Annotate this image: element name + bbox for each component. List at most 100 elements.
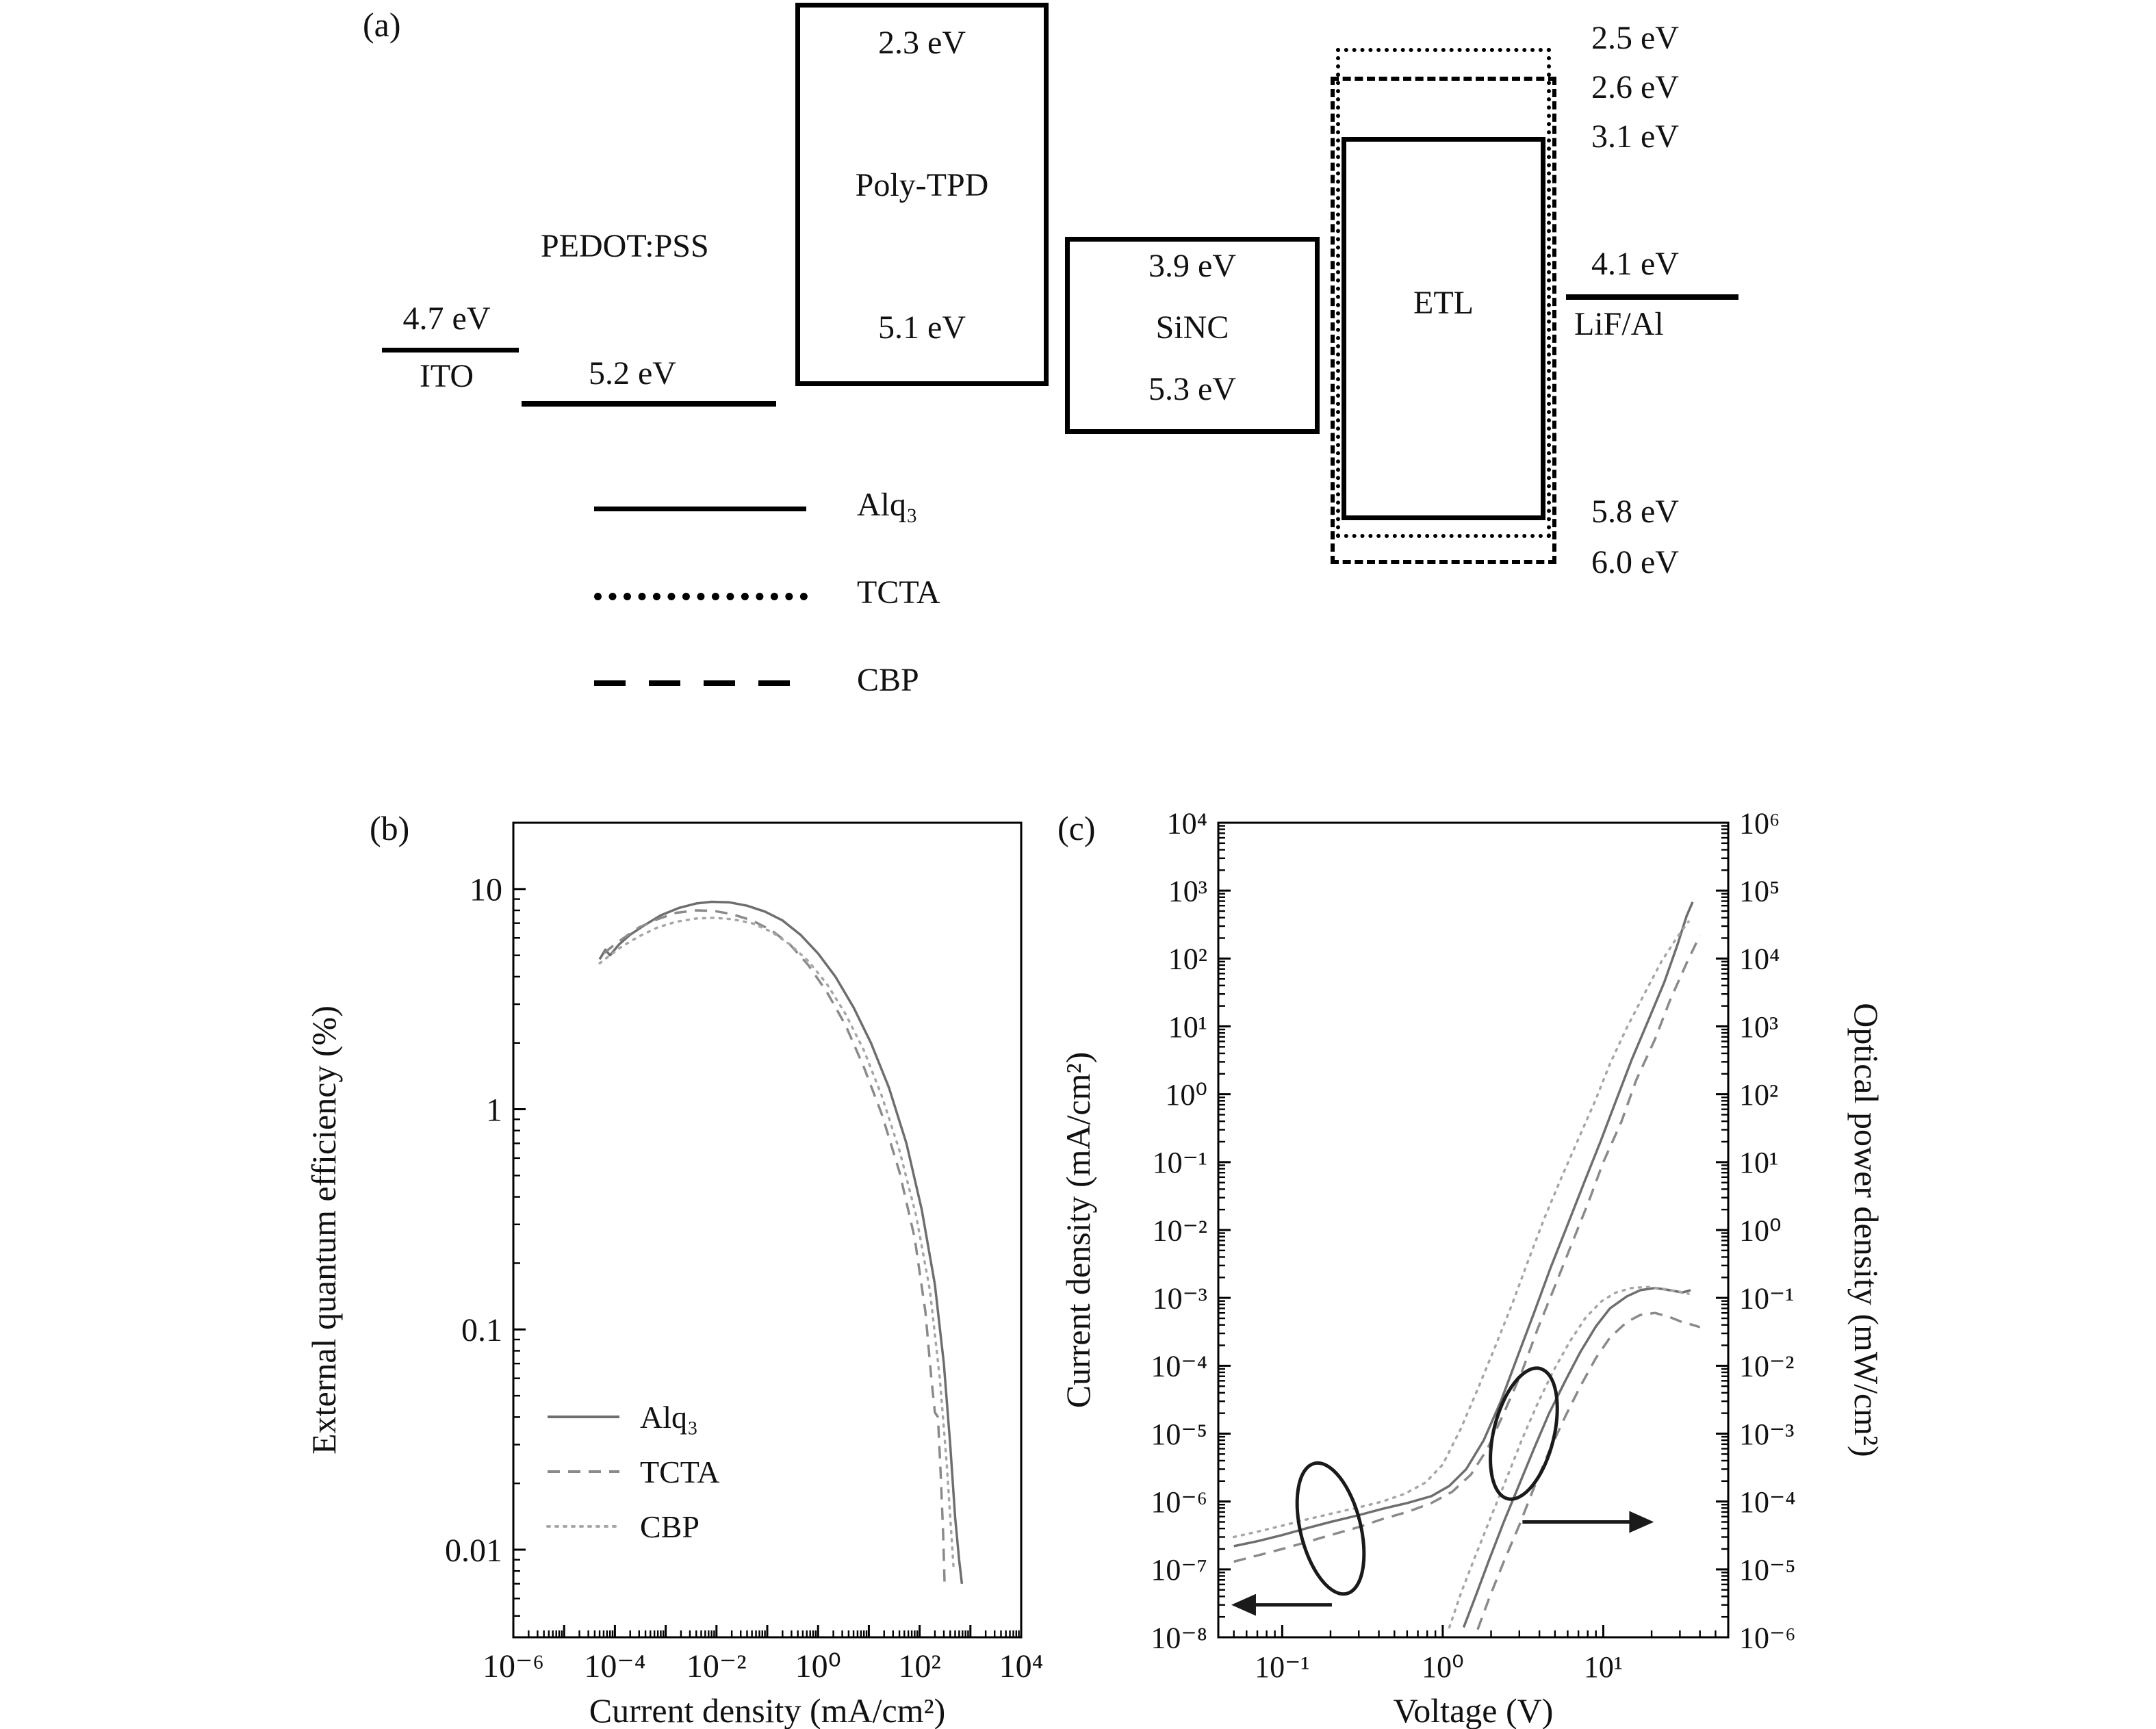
legend-label-tcta: TCTA	[857, 574, 940, 611]
ito-name-label: ITO	[419, 358, 474, 394]
poly-tpd-top-energy: 2.3 eV	[878, 25, 966, 61]
svg-text:10⁰: 10⁰	[1739, 1214, 1782, 1247]
pedot-energy-line	[522, 401, 776, 407]
svg-text:Voltage (V): Voltage (V)	[1394, 1691, 1554, 1729]
plot-b: 10⁻⁶ 10⁻⁴ 10⁻² 10⁰ 10² 10⁴0.010.1110Alq₃TCTAC…	[305, 821, 1044, 1729]
curve-cbp	[598, 917, 955, 1572]
poly-tpd-box: 2.3 eV Poly-TPD 5.1 eV	[795, 3, 1049, 386]
current-density-group-indicator	[1231, 1461, 1366, 1616]
svg-text:10⁻⁵: 10⁻⁵	[1739, 1553, 1796, 1587]
svg-text:10⁻⁷: 10⁻⁷	[1151, 1553, 1207, 1587]
svg-text:10⁻⁶: 10⁻⁶	[483, 1648, 544, 1685]
legend-line-solid	[594, 507, 806, 511]
legend-label: CBP	[640, 1509, 700, 1544]
svg-text:10⁻⁶: 10⁻⁶	[1739, 1621, 1796, 1654]
legend-label-alq3: Alq₃	[857, 487, 918, 523]
svg-text:10³: 10³	[1168, 875, 1207, 908]
svg-text:10⁻⁴: 10⁻⁴	[584, 1648, 645, 1685]
svg-text:10⁻⁶: 10⁻⁶	[1151, 1485, 1207, 1519]
svg-text:0.01: 0.01	[445, 1533, 502, 1569]
svg-text:10⁰: 10⁰	[1422, 1650, 1464, 1684]
svg-text:10⁻²: 10⁻²	[1739, 1350, 1794, 1383]
eqe-vs-current-density-chart: 10⁻⁶ 10⁻⁴ 10⁻² 10⁰ 10² 10⁴0.010.1110Alq₃TCTAC…	[305, 821, 1044, 1729]
energy-2-6: 2.6 eV	[1591, 69, 1679, 105]
axis-titles: Voltage (V) Current density (mA/cm²) Optic…	[1059, 1003, 1886, 1729]
ito-energy-line	[382, 348, 519, 353]
etl-name: ETL	[1413, 285, 1474, 321]
pedot-name-label: PEDOT:PSS	[541, 228, 709, 264]
curve-alq₃-optical-power	[1462, 1286, 1691, 1628]
curve-alq₃-current-density	[1233, 901, 1694, 1548]
lifal-energy-line	[1566, 294, 1738, 300]
sinc-bottom-energy: 5.3 eV	[1148, 371, 1236, 407]
svg-text:10⁶: 10⁶	[1739, 806, 1780, 840]
poly-tpd-name: Poly-TPD	[855, 167, 989, 203]
svg-text:10³: 10³	[1739, 1010, 1778, 1044]
svg-text:10⁻⁵: 10⁻⁵	[1151, 1418, 1207, 1451]
sinc-box: 3.9 eV SiNC 5.3 eV	[1065, 237, 1320, 434]
svg-text:10⁻¹: 10⁻¹	[1153, 1146, 1207, 1179]
svg-text:10⁻⁴: 10⁻⁴	[1151, 1350, 1207, 1383]
svg-text:10⁴: 10⁴	[1167, 806, 1207, 840]
svg-text:10⁻⁸: 10⁻⁸	[1151, 1621, 1207, 1654]
axis-titles: Current density (mA/cm²) External quantum…	[305, 1006, 945, 1729]
sinc-name: SiNC	[1155, 309, 1229, 346]
svg-text:1: 1	[486, 1092, 502, 1128]
left-arrow-icon	[1231, 1593, 1256, 1616]
legend-line-dashed	[594, 680, 808, 686]
lifal-energy-label: 4.1 eV	[1591, 246, 1679, 282]
poly-tpd-bottom-energy: 5.1 eV	[878, 309, 966, 346]
panel-a-label: (a)	[363, 5, 401, 44]
svg-text:10⁻⁴: 10⁻⁴	[1739, 1485, 1796, 1519]
svg-text:Current density (mA/cm²): Current density (mA/cm²)	[1059, 1052, 1097, 1408]
tick-labels: 10⁻¹ 10⁰ 10¹ 10⁻⁸ 10⁻⁷ 10⁻⁶ 10⁻⁵ 10⁻⁴ 10⁻³ 10⁻² 10…	[1151, 806, 1795, 1684]
optical-power-group-indicator	[1489, 1366, 1654, 1533]
svg-text:10⁰: 10⁰	[795, 1648, 841, 1685]
svg-text:0.1: 0.1	[461, 1312, 502, 1348]
legend-label-cbp: CBP	[857, 662, 919, 698]
energy-6-0: 6.0 eV	[1591, 544, 1679, 580]
svg-text:10⁻²: 10⁻²	[1153, 1214, 1207, 1247]
svg-text:Current density (mA/cm²): Current density (mA/cm²)	[589, 1691, 945, 1729]
sinc-top-energy: 3.9 eV	[1148, 248, 1236, 284]
svg-text:10: 10	[470, 872, 502, 908]
etl-cbp-dashed-box	[1331, 77, 1556, 564]
panel-b-label: (b)	[370, 809, 410, 847]
curve-cbp-current-density	[1232, 920, 1690, 1539]
pedot-energy-label: 5.2 eV	[589, 355, 676, 392]
svg-text:10⁰: 10⁰	[1165, 1078, 1207, 1112]
ito-energy-label: 4.7 eV	[402, 300, 491, 337]
axis-ticks	[1218, 821, 1728, 1639]
energy-5-8: 5.8 eV	[1591, 494, 1679, 530]
svg-text:10¹: 10¹	[1739, 1146, 1778, 1179]
curve-tcta-optical-power	[1476, 1311, 1701, 1630]
jv-and-optical-power-chart: 10⁻¹ 10⁰ 10¹ 10⁻⁸ 10⁻⁷ 10⁻⁶ 10⁻⁵ 10⁻⁴ 10⁻³ 10⁻² 10…	[1059, 806, 1886, 1729]
svg-text:10²: 10²	[898, 1648, 940, 1685]
lifal-name-label: LiF/Al	[1574, 306, 1664, 342]
energy-2-5: 2.5 eV	[1591, 20, 1679, 56]
curve-cbp-optical-power	[1448, 1285, 1690, 1629]
svg-text:10²: 10²	[1168, 943, 1207, 976]
panel-c-label: (c)	[1057, 809, 1096, 847]
chart-legend: Alq₃ TCTA CBP	[546, 1400, 719, 1544]
svg-text:10⁻³: 10⁻³	[1153, 1282, 1207, 1316]
svg-text:10¹: 10¹	[1584, 1650, 1623, 1684]
legend-line-dotted	[594, 593, 808, 600]
svg-text:10⁻¹: 10⁻¹	[1739, 1282, 1794, 1316]
plot-frame	[1217, 821, 1730, 1639]
plot-frame	[512, 821, 1023, 1639]
legend-label: Alq₃	[640, 1400, 698, 1435]
svg-text:External quantum efficiency (%: External quantum efficiency (%)	[305, 1006, 343, 1455]
etl-tcta-dotted-box	[1336, 48, 1551, 538]
svg-text:10⁻³: 10⁻³	[1739, 1418, 1794, 1451]
legend-label: TCTA	[640, 1455, 719, 1489]
etl-alq3-solid-box: ETL	[1342, 137, 1545, 520]
svg-text:10¹: 10¹	[1168, 1010, 1207, 1044]
svg-text:10⁻²: 10⁻²	[686, 1648, 747, 1685]
curve-tcta-current-density	[1233, 934, 1702, 1563]
svg-text:10⁴: 10⁴	[999, 1648, 1044, 1685]
svg-text:10⁵: 10⁵	[1739, 875, 1780, 908]
axis-ticks	[512, 888, 1023, 1637]
svg-text:Optical power density (mW/cm²): Optical power density (mW/cm²)	[1847, 1003, 1886, 1457]
